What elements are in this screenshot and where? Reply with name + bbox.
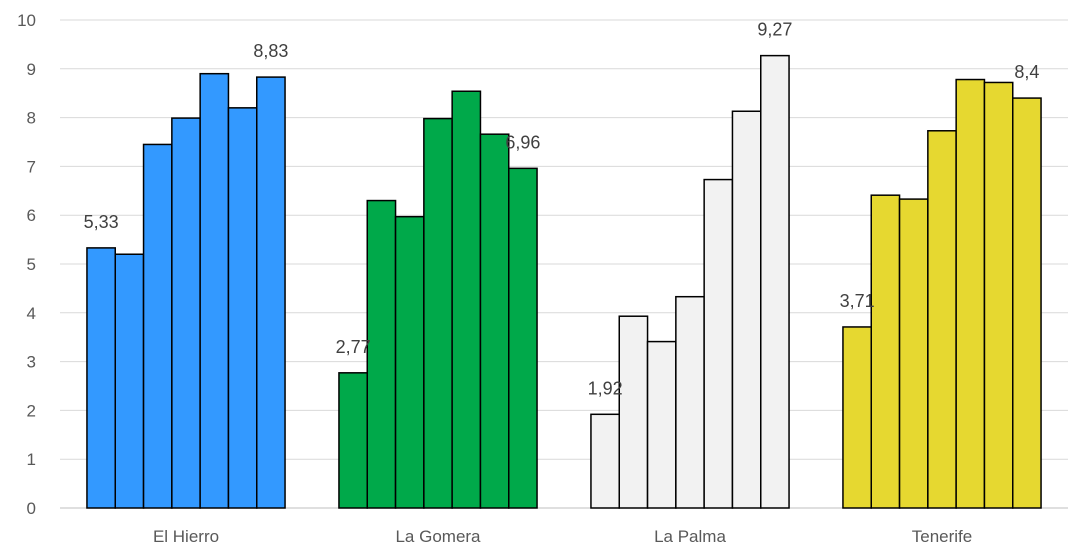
bar	[423, 117, 453, 509]
y-tick-label: 10	[17, 11, 36, 30]
bar	[508, 167, 538, 509]
bar	[86, 247, 116, 509]
bar	[451, 90, 482, 509]
bar	[366, 199, 397, 509]
bar	[394, 215, 425, 509]
y-tick-label: 1	[27, 450, 36, 469]
category-label: La Palma	[654, 527, 726, 546]
bar	[760, 54, 790, 509]
y-tick-label: 4	[27, 304, 36, 323]
bar	[842, 326, 873, 509]
bar	[114, 253, 145, 509]
bar-group-la-gomera	[338, 90, 538, 509]
bar	[646, 340, 677, 509]
bars	[86, 54, 1042, 509]
bar	[199, 72, 230, 509]
y-tick-label: 7	[27, 157, 36, 176]
data-label: 8,83	[253, 41, 288, 61]
bar	[1012, 97, 1042, 509]
y-tick-label: 2	[27, 401, 36, 420]
category-label: La Gomera	[395, 527, 481, 546]
bar	[338, 372, 369, 509]
y-tick-label: 5	[27, 255, 36, 274]
bar	[675, 295, 705, 509]
bar	[703, 178, 734, 509]
data-label: 5,33	[84, 212, 119, 232]
bar	[479, 133, 510, 509]
bar-group-tenerife	[842, 78, 1042, 509]
bar	[927, 130, 957, 509]
bar	[618, 315, 649, 509]
y-tick-label: 9	[27, 60, 36, 79]
bar	[256, 76, 286, 509]
bar	[590, 413, 621, 509]
bar	[898, 198, 929, 509]
data-label: 9,27	[757, 20, 792, 40]
bar	[983, 81, 1014, 509]
y-tick-label: 3	[27, 353, 36, 372]
data-labels: 5,33 8,83 2,77 6,96 1,92 9,27 3,71 8,4	[84, 20, 1040, 399]
category-label: El Hierro	[153, 527, 219, 546]
y-axis-ticks: 0 1 2 3 4 5 6 7 8 9 10	[17, 11, 36, 518]
data-label: 8,4	[1014, 62, 1039, 82]
data-label: 6,96	[505, 132, 540, 152]
bar	[142, 143, 173, 509]
bar	[227, 107, 258, 509]
y-tick-label: 6	[27, 206, 36, 225]
category-label: Tenerife	[912, 527, 972, 546]
bar-group-la-palma	[590, 54, 790, 509]
bar	[171, 117, 201, 509]
data-label: 1,92	[588, 378, 623, 398]
bar	[731, 110, 762, 509]
y-tick-label: 0	[27, 499, 36, 518]
x-axis-categories: El Hierro La Gomera La Palma Tenerife	[153, 527, 972, 546]
data-label: 2,77	[336, 337, 371, 357]
bar	[955, 78, 986, 509]
bar	[870, 194, 901, 509]
y-tick-label: 8	[27, 109, 36, 128]
bar-group-el-hierro	[86, 72, 286, 509]
data-label: 3,71	[840, 291, 875, 311]
